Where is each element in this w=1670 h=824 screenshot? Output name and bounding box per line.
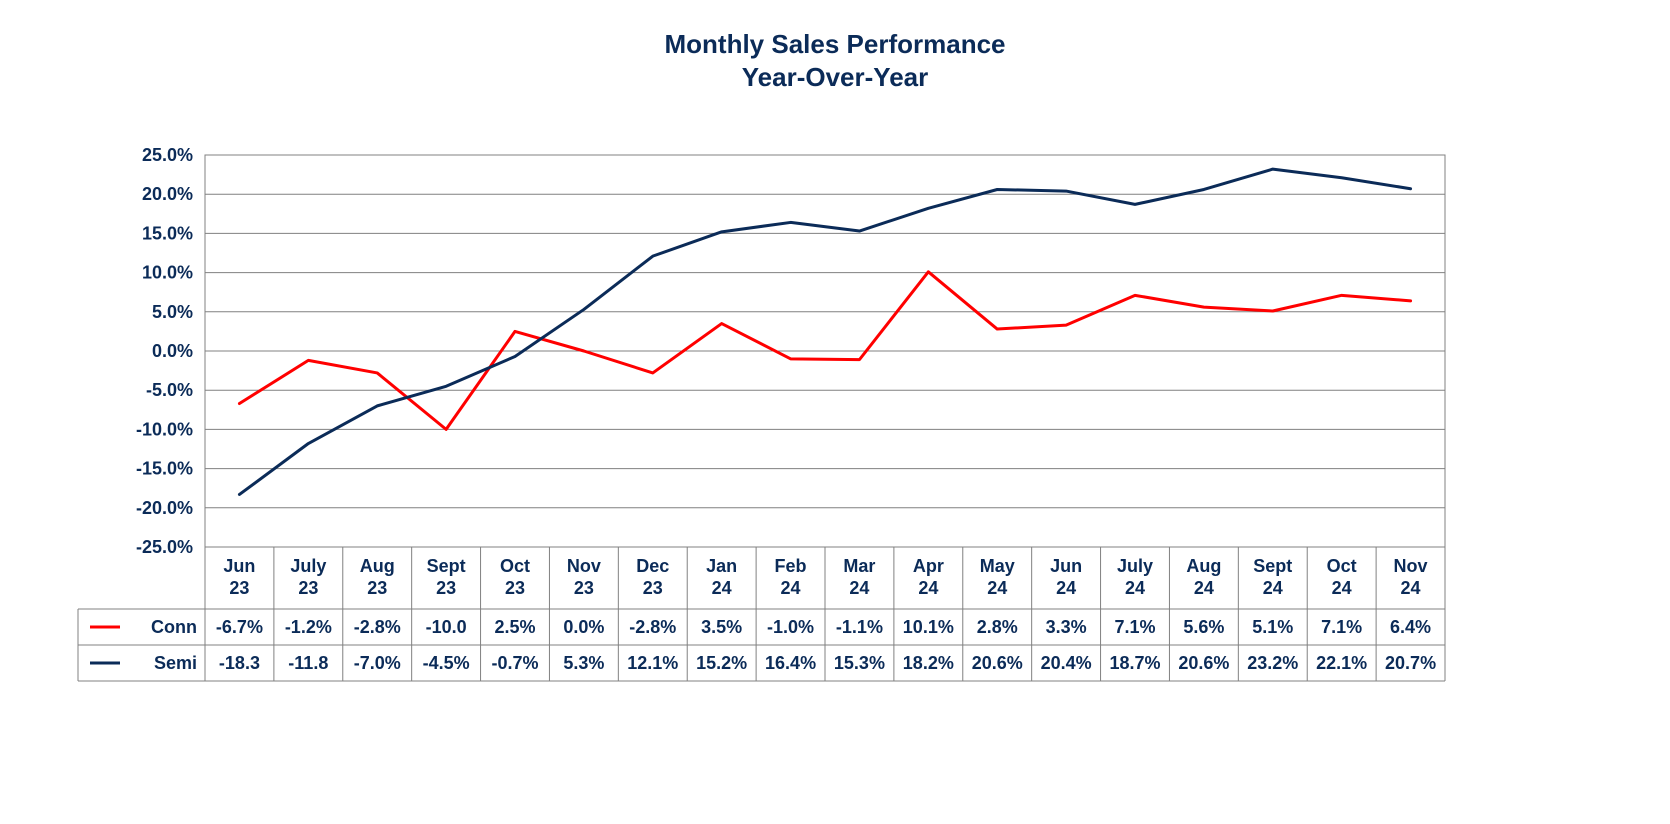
chart-container: Monthly Sales Performance Year-Over-Year… [0,0,1670,824]
table-cell: -6.7% [216,617,263,637]
table-cell: -10.0 [426,617,467,637]
table-cell: 20.6% [1178,653,1229,673]
y-tick-label: -10.0% [136,419,193,439]
table-cell: -11.8 [288,653,328,673]
y-tick-label: 15.0% [142,223,193,243]
table-cell: 7.1% [1321,617,1362,637]
table-cell: 20.4% [1041,653,1092,673]
category-label: Oct24 [1327,556,1357,598]
table-cell: 3.5% [701,617,742,637]
category-label: Oct23 [500,556,530,598]
category-label: Nov23 [567,556,601,598]
y-tick-label: 5.0% [152,302,193,322]
legend-label: Semi [154,653,197,673]
table-cell: 5.1% [1252,617,1293,637]
table-cell: 7.1% [1114,617,1155,637]
table-cell: 5.3% [563,653,604,673]
y-tick-label: 10.0% [142,263,193,283]
table-cell: -18.3 [219,653,260,673]
y-tick-label: 20.0% [142,184,193,204]
category-label: Apr24 [913,556,944,598]
table-cell: 0.0% [563,617,604,637]
table-cell: 6.4% [1390,617,1431,637]
category-label: Jun23 [223,556,255,598]
table-cell: 22.1% [1316,653,1367,673]
table-cell: 16.4% [765,653,816,673]
category-label: July24 [1117,556,1153,598]
table-cell: 3.3% [1046,617,1087,637]
table-cell: -1.2% [285,617,332,637]
table-cell: 15.3% [834,653,885,673]
table-cell: 18.7% [1109,653,1160,673]
chart-svg: 25.0% 20.0% 15.0% 10.0% 5.0% 0.0% -5.0% -10.0% -… [0,0,1670,824]
table-cell: 2.5% [494,617,535,637]
y-tick-label: -15.0% [136,459,193,479]
legend-label: Conn [151,617,197,637]
category-label: Aug23 [360,556,395,598]
y-tick-label: -5.0% [146,380,193,400]
category-label: Jan24 [706,556,737,598]
table-cell: 18.2% [903,653,954,673]
table-cell: 2.8% [977,617,1018,637]
category-label: Sept24 [1253,556,1292,598]
category-label: May24 [980,556,1015,598]
category-label: Sept23 [427,556,466,598]
table-cell: 10.1% [903,617,954,637]
table-cell: 23.2% [1247,653,1298,673]
table-cell: -1.1% [836,617,883,637]
category-label: July23 [290,556,326,598]
y-tick-label: -20.0% [136,498,193,518]
table-cell: 15.2% [696,653,747,673]
category-label: Nov24 [1394,556,1428,598]
table-cell: 12.1% [627,653,678,673]
category-label: Feb24 [775,556,807,598]
table-cell: 20.6% [972,653,1023,673]
category-label: Aug24 [1186,556,1221,598]
category-label: Dec23 [636,556,669,598]
table-cell: -7.0% [354,653,401,673]
table-cell: -2.8% [629,617,676,637]
category-label: Mar24 [843,556,875,598]
table-cell: -0.7% [491,653,538,673]
table-cell: 20.7% [1385,653,1436,673]
y-tick-label: 0.0% [152,341,193,361]
table-cell: -4.5% [423,653,470,673]
table-cell: -1.0% [767,617,814,637]
table-cell: 5.6% [1183,617,1224,637]
table-cell: -2.8% [354,617,401,637]
y-tick-label: -25.0% [136,537,193,557]
category-label: Jun24 [1050,556,1082,598]
y-tick-label: 25.0% [142,145,193,165]
series-line-semi [239,169,1410,494]
